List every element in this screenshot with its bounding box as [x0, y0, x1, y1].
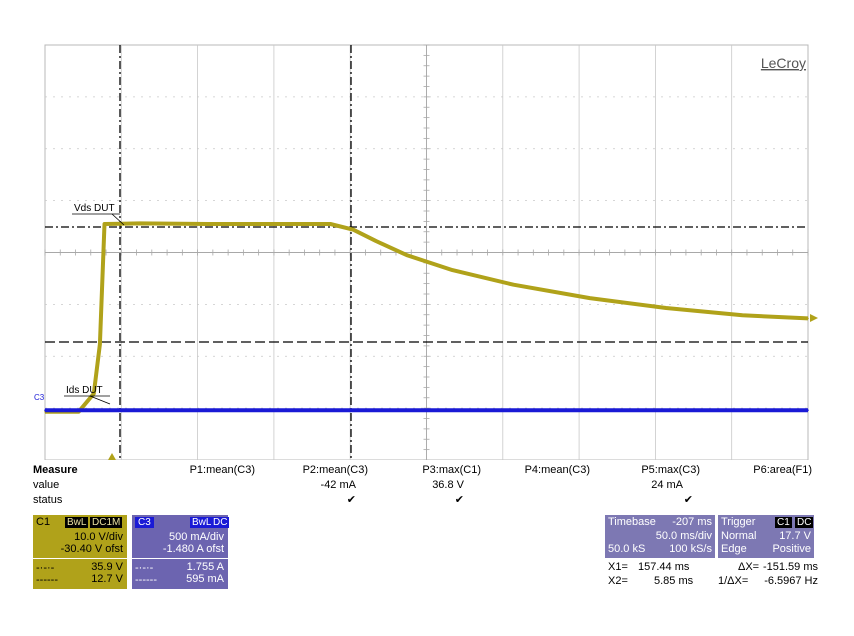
measure-row-value: value	[33, 479, 60, 491]
measure-value-p3: 36.8 V	[432, 479, 464, 491]
trace-c1-point	[93, 392, 95, 395]
trigger-coupling-badge: DC	[795, 517, 814, 528]
timebase-label: Timebase	[608, 516, 656, 528]
c3-divider	[132, 558, 228, 559]
c1-bw-badge: BwL	[65, 517, 89, 528]
trace-c1-point	[138, 222, 141, 225]
c3-vdiv: 500 mA/div	[168, 531, 224, 543]
cursor-x1-value: 157.44 ms	[638, 561, 690, 573]
c3-ground-marker: C3	[34, 393, 45, 402]
timebase-panel[interactable]: Timebase -207 ms 50.0 ms/div 50.0 kS 100…	[605, 515, 715, 558]
cursor-inv-dx-value: -6.5967 Hz	[764, 575, 818, 587]
trace-c1-point	[807, 317, 809, 320]
measure-status-p5: ✔	[683, 494, 693, 506]
c1-offset: -30.40 V ofst	[60, 543, 123, 555]
trace-c1-point	[451, 269, 454, 271]
channel-c1-descriptor[interactable]: C1 BwL DC1M 10.0 V/div -30.40 V ofst -·-…	[33, 515, 127, 589]
timebase-rate: 100 kS/s	[669, 543, 712, 555]
graticule	[44, 44, 809, 460]
trigger-label: Trigger	[721, 516, 756, 528]
c1-cursor2: 12.7 V	[91, 573, 123, 585]
trace-label-ids: Ids DUT	[66, 385, 103, 396]
cursor-inv-dx-label: 1/ΔX=	[718, 575, 749, 587]
trace-c1-point	[99, 343, 101, 346]
trace-c1-point	[283, 223, 286, 225]
trace-c1-point	[665, 307, 667, 309]
trace-c1-point	[589, 297, 591, 299]
c1-name: C1	[36, 516, 51, 528]
c3-bw-badge: BwL	[190, 517, 214, 528]
cursor-x1-label: X1=	[608, 561, 628, 573]
measure-value-p2: -42 mA	[320, 479, 356, 491]
trigger-level: 17.7 V	[779, 530, 811, 542]
c3-cursor2: 595 mA	[186, 573, 224, 585]
measure-param-p1[interactable]: P1:mean(C3)	[189, 464, 255, 476]
trace-c1-point	[512, 283, 515, 286]
c3-offset: -1.480 A ofst	[162, 543, 224, 555]
trace-c1-point	[741, 314, 744, 317]
c3-coupling-badge: DC	[211, 517, 230, 528]
measure-status-p3: ✔	[454, 494, 464, 506]
measure-status-p2: ✔	[346, 494, 356, 506]
trace-c1-point	[329, 223, 332, 225]
channel-c3-descriptor[interactable]: C3 BwL DC 500 mA/div -1.480 A ofst -·-·-…	[132, 515, 230, 589]
oscilloscope-screen: LeCroy Vds DUT Ids DUT C3	[34, 44, 818, 460]
measure-value-p5: 24 mA	[651, 479, 683, 491]
cursor-lines	[45, 45, 808, 460]
cursor-x2-value: 5.85 ms	[654, 575, 694, 587]
c3-cursor1-style: -·-·-	[135, 562, 154, 574]
trace-label-vds: Vds DUT	[74, 203, 115, 214]
trigger-panel[interactable]: Trigger C1 DC Normal 17.7 V Edge Positiv…	[718, 515, 814, 558]
c1-cursor1: 35.9 V	[91, 561, 123, 573]
trace-c1-point	[207, 223, 210, 225]
measure-row-status: status	[33, 494, 63, 506]
c1-divider	[33, 558, 127, 559]
trace-label-vds-leader	[111, 213, 125, 226]
cursor-dx-label: ΔX=	[738, 561, 760, 573]
measure-param-p2[interactable]: P2:mean(C3)	[302, 464, 368, 476]
measure-param-p5[interactable]: P5:max(C3)	[641, 464, 700, 476]
c3-name: C3	[135, 517, 154, 528]
trigger-type: Edge	[721, 543, 747, 555]
c3-cursor1: 1.755 A	[186, 561, 224, 573]
traces	[44, 221, 809, 414]
c1-cursor1-style: -·-·-	[36, 562, 55, 574]
measure-title: Measure	[33, 464, 78, 476]
trace-label-ids-leader	[89, 395, 111, 405]
trace-c1-point	[103, 223, 106, 225]
measure-param-p6[interactable]: P6:area(F1)	[753, 464, 812, 476]
measure-param-p4[interactable]: P4:mean(C3)	[524, 464, 590, 476]
trace-c1-point	[375, 240, 377, 242]
c1-cursor2-style: ------	[36, 574, 58, 586]
trace-c3-point	[807, 409, 809, 412]
trace-c1-point	[352, 228, 355, 231]
trigger-position-marker[interactable]	[108, 453, 116, 460]
trace-c3-point	[44, 409, 46, 412]
cursor-readout: X1= 157.44 ms ΔX= -151.59 ms X2= 5.85 ms…	[608, 561, 818, 589]
c1-coupling-badge: DC1M	[90, 517, 123, 528]
trace-c1-point	[405, 254, 408, 256]
c3-cursor2-style: ------	[135, 574, 157, 586]
trigger-mode: Normal	[721, 530, 757, 542]
trigger-slope: Positive	[772, 543, 811, 555]
trigger-source-badge: C1	[775, 517, 792, 528]
brand-logo: LeCroy	[761, 55, 806, 71]
cursor-x2-label: X2=	[608, 575, 628, 587]
timebase-delay: -207 ms	[672, 516, 712, 528]
cursor-dx-value: -151.59 ms	[762, 561, 818, 573]
c1-level-marker[interactable]	[810, 314, 818, 322]
timebase-samples: 50.0 kS	[608, 543, 646, 555]
timebase-div: 50.0 ms/div	[655, 530, 712, 542]
measure-param-p3[interactable]: P3:max(C1)	[422, 464, 481, 476]
c1-vdiv: 10.0 V/div	[74, 531, 123, 543]
